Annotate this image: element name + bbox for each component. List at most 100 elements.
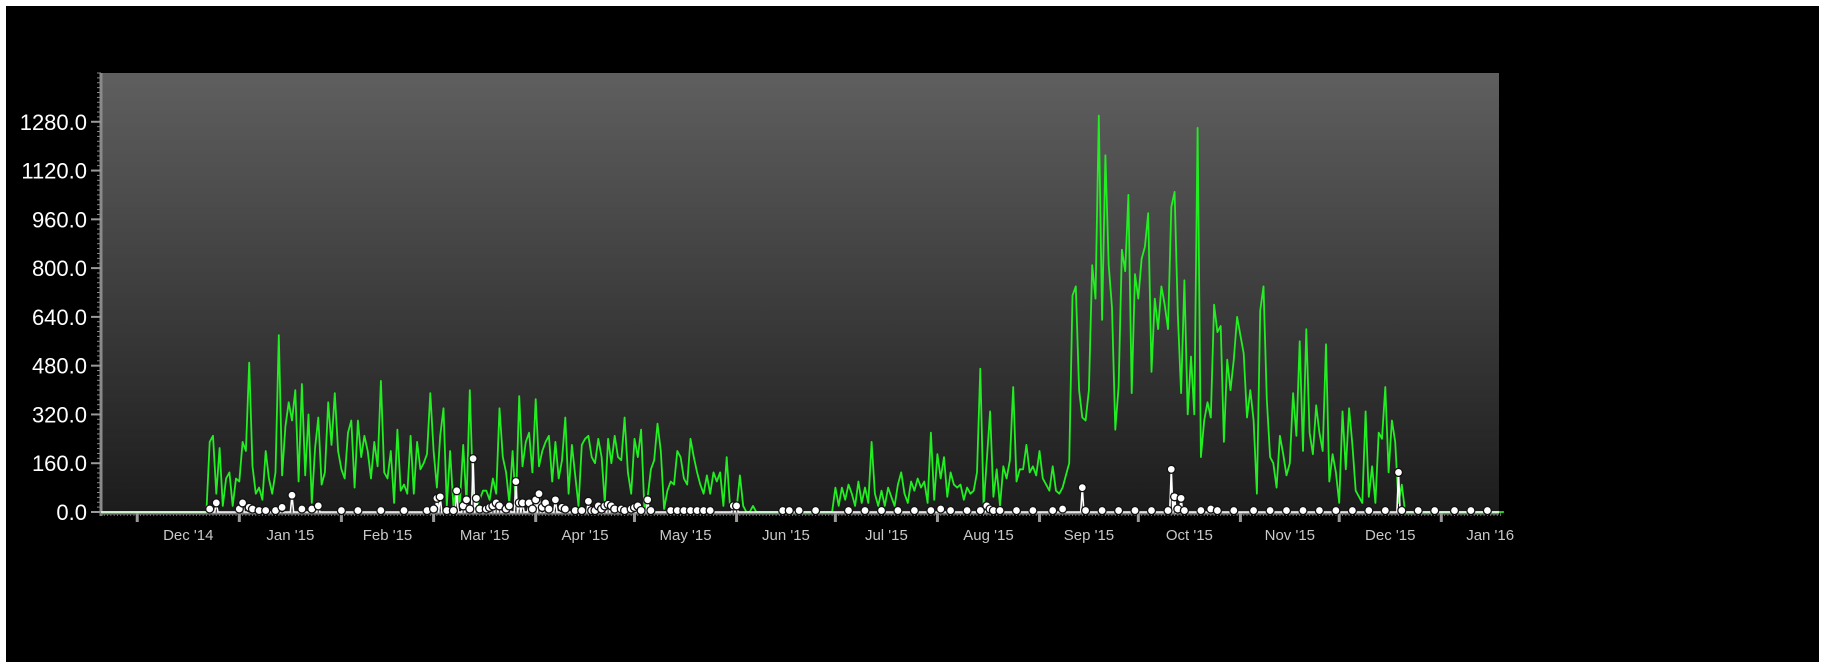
series-2-point [893, 505, 903, 516]
x-tick-label: Jun '15 [762, 527, 810, 544]
series-2-point [1077, 482, 1087, 493]
x-tick-label: Nov '15 [1265, 527, 1315, 544]
series-2-point [1314, 505, 1325, 516]
series-2-point [376, 505, 386, 516]
series-2-point [945, 505, 956, 516]
series-2-point [926, 505, 936, 516]
x-tick-label: Sep '15 [1064, 527, 1114, 544]
series-2-point [1130, 505, 1140, 516]
series-2-point [876, 505, 887, 516]
x-tick-label: Mar '15 [460, 527, 510, 544]
x-tick-label: Jan '16 [1466, 527, 1514, 544]
series-2-point [1281, 505, 1292, 516]
series-2-point [1449, 505, 1460, 516]
series-2-point [843, 505, 854, 516]
series-2-point [1113, 505, 1124, 516]
series-2-point [471, 493, 482, 503]
series-2-point [1482, 505, 1493, 516]
series-2-point [461, 495, 472, 505]
y-tick-label: 800.0 [32, 256, 87, 281]
series-2-point [297, 504, 307, 514]
series-2-point [1163, 505, 1173, 516]
series-2-point [1212, 505, 1223, 516]
x-tick-label: Feb '15 [363, 527, 413, 544]
x-tick-label: May '15 [659, 527, 711, 544]
x-tick-label: Aug '15 [963, 527, 1013, 544]
series-2-point [465, 504, 475, 514]
series-2-point [1229, 505, 1239, 516]
series-2-point [1179, 505, 1190, 516]
series-2-point [1413, 505, 1423, 516]
series-2-point [794, 505, 804, 516]
y-tick-label: 640.0 [32, 305, 87, 330]
series-2-point [237, 498, 248, 508]
series-2-point [962, 505, 972, 516]
series-2-point [313, 501, 323, 511]
series-2-point [577, 505, 587, 516]
series-2-point [527, 504, 538, 514]
series-2-point [205, 504, 215, 514]
plot-area [101, 73, 1499, 512]
series-2-point [995, 505, 1005, 516]
series-2-point [399, 505, 409, 516]
x-tick-label: Jul '15 [865, 527, 908, 544]
series-2-point [1430, 505, 1440, 516]
series-2-point [428, 504, 439, 514]
series-2-point [909, 505, 920, 516]
x-tick-label: Oct '15 [1166, 527, 1213, 544]
series-2-point [1146, 505, 1157, 516]
marker-layer [205, 453, 1493, 516]
series-2-point [448, 505, 459, 516]
x-tick-label: Dec '15 [1365, 527, 1415, 544]
y-tick-label: 480.0 [32, 354, 87, 379]
series-2-point [975, 505, 985, 516]
series-2-point [646, 505, 656, 516]
series-2-point [1028, 505, 1038, 516]
series-1-line [101, 114, 1504, 513]
series-2-point [1393, 467, 1404, 478]
series-2-point [261, 505, 271, 516]
series-2-point [1080, 505, 1091, 516]
series-2-point [583, 496, 594, 506]
series-2-point [1248, 505, 1259, 516]
series-2-point [336, 505, 347, 516]
series-2-point [1097, 505, 1107, 516]
series-2-point [1048, 505, 1058, 516]
series-2-point [636, 505, 646, 516]
y-tick-label: 960.0 [32, 207, 87, 232]
series-2-point [560, 504, 570, 514]
x-axis: Dec '14 Jan '15 Feb '15 Mar '15 Apr '15 May '… [100, 511, 1514, 544]
series-2-point [860, 505, 870, 516]
series-2-point [731, 501, 742, 511]
x-tick-label: Jan '15 [266, 527, 314, 544]
line-chart: 0.0 160.0 320.0 480.0 640.0 800.0 960.0 1120.0 1… [20, 72, 1514, 544]
series-2-point [1196, 505, 1206, 516]
series-2-point [353, 505, 363, 516]
series-2-point [211, 498, 221, 508]
series-2-point [784, 505, 794, 516]
series-2-point [936, 504, 946, 514]
y-axis: 0.0 160.0 320.0 480.0 640.0 800.0 960.0 1120.0 1… [20, 72, 103, 525]
series-2-point [550, 495, 561, 505]
series-2-point [1380, 505, 1390, 516]
series-2-point [1265, 505, 1275, 516]
series-2-point [277, 502, 287, 513]
series-2-point [810, 505, 821, 516]
y-tick-label: 1120.0 [21, 159, 87, 184]
series-2-point [534, 489, 544, 499]
series-2-point [1397, 505, 1407, 516]
series-2-point [1298, 505, 1308, 516]
series-2-point [1364, 505, 1374, 516]
series-2-point [1057, 504, 1068, 514]
x-tick-label: Apr '15 [562, 527, 609, 544]
series-2-point [468, 453, 478, 464]
x-tick-label: Dec '14 [163, 527, 213, 544]
series-2-point [1166, 464, 1176, 474]
y-tick-label: 320.0 [32, 402, 87, 427]
y-tick-label: 1280.0 [20, 110, 87, 135]
series-2-point [705, 505, 715, 516]
y-tick-label: 160.0 [32, 451, 87, 476]
series-2-point [452, 486, 462, 496]
y-tick-label: 0.0 [56, 500, 87, 525]
series-2-point [1347, 505, 1358, 516]
